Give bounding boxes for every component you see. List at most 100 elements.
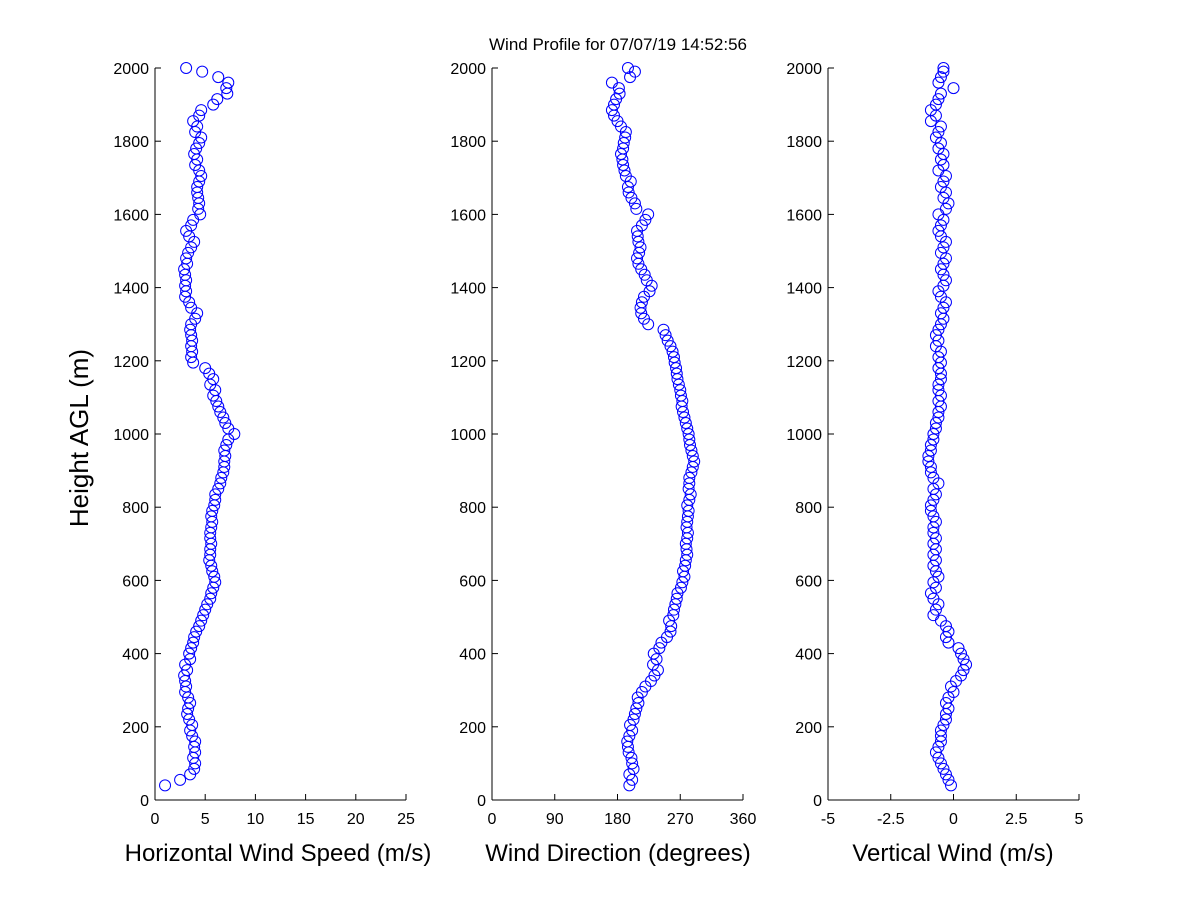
data-point — [184, 697, 197, 710]
data-point — [631, 230, 644, 243]
data-point — [934, 120, 947, 133]
data-point — [929, 581, 942, 594]
data-point — [189, 735, 202, 748]
data-point — [640, 274, 653, 287]
data-point — [212, 71, 225, 84]
data-point — [639, 213, 652, 226]
data-point — [207, 389, 220, 402]
data-point — [939, 202, 952, 215]
data-point — [922, 455, 935, 468]
data-point — [661, 334, 674, 347]
data-point — [934, 180, 947, 193]
data-point — [214, 477, 227, 490]
y-tick-label: 2000 — [450, 61, 486, 78]
data-point — [934, 87, 947, 100]
data-point — [199, 362, 212, 375]
data-point — [955, 647, 968, 660]
data-point — [625, 751, 638, 764]
y-tick-label: 1400 — [113, 281, 149, 298]
y-tick-label: 0 — [813, 793, 822, 810]
y-tick-label: 1200 — [450, 354, 486, 371]
data-point — [932, 76, 945, 89]
data-point — [219, 417, 232, 430]
y-tick-label: 0 — [140, 793, 149, 810]
data-point — [626, 757, 639, 770]
y-tick-label: 200 — [122, 720, 149, 737]
panel-horizontal-wind-speed: 0 200 400 600 800 1000 1200 1400 1600 1800 2000 0 5 1… — [113, 61, 431, 867]
data-point — [632, 697, 645, 710]
data-point — [627, 713, 640, 726]
data-point — [942, 773, 955, 786]
x-tick-label: 5 — [1075, 811, 1084, 828]
y-tick-label: 600 — [795, 573, 822, 590]
data-point — [657, 323, 670, 336]
y-tick-label: 400 — [795, 647, 822, 664]
data-point — [635, 263, 648, 276]
data-point — [190, 625, 203, 638]
data-point — [934, 307, 947, 320]
data-point — [688, 455, 701, 468]
data-point — [630, 202, 643, 215]
y-tick-label: 200 — [459, 720, 486, 737]
data-point — [929, 417, 942, 430]
data-point — [937, 65, 950, 78]
y-tick-label: 1600 — [113, 207, 149, 224]
data-point — [187, 636, 200, 649]
data-point — [206, 565, 219, 578]
data-point — [619, 169, 632, 182]
data-point — [927, 428, 940, 440]
x-tick-label: 270 — [667, 811, 694, 828]
data-point — [628, 707, 641, 720]
y-tick-label: 2000 — [786, 61, 822, 78]
data-point — [924, 444, 937, 457]
data-point — [932, 411, 945, 424]
data-point — [186, 718, 199, 731]
data-point — [957, 653, 970, 666]
data-point — [685, 466, 698, 479]
data-point — [613, 87, 626, 100]
x-tick-label: 180 — [604, 811, 631, 828]
data-point — [628, 65, 641, 78]
data-point — [199, 603, 212, 616]
data-point — [955, 669, 968, 682]
data-point — [159, 779, 172, 792]
data-point — [195, 169, 208, 182]
y-tick-label: 1800 — [113, 134, 149, 151]
data-point — [608, 98, 621, 111]
data-point — [196, 65, 209, 78]
x-tick-label: 0 — [949, 811, 958, 828]
data-point — [937, 762, 950, 775]
x-tick-label: 360 — [730, 811, 757, 828]
y-tick-label: 800 — [795, 500, 822, 517]
data-point — [937, 241, 950, 254]
y-tick-label: 1400 — [786, 281, 822, 298]
data-point — [934, 724, 947, 737]
data-point — [934, 246, 947, 259]
x-tick-label: 0 — [151, 811, 160, 828]
data-point — [929, 532, 942, 545]
data-point — [942, 625, 955, 638]
data-point — [939, 768, 952, 781]
x-tick-label: 25 — [397, 811, 415, 828]
y-tick-label: 1800 — [786, 134, 822, 151]
data-point — [952, 642, 965, 655]
data-point — [650, 653, 663, 666]
data-point — [929, 98, 942, 111]
data-point — [631, 252, 644, 265]
data-point — [939, 274, 952, 287]
y-tick-label: 1200 — [786, 354, 822, 371]
data-point — [932, 93, 945, 106]
data-point — [674, 384, 687, 397]
data-point — [619, 131, 632, 144]
x-tick-label: 2.5 — [1005, 811, 1027, 828]
data-point — [185, 301, 198, 314]
data-point — [217, 411, 230, 424]
data-point — [934, 757, 947, 770]
x-tick-label: 15 — [297, 811, 315, 828]
data-point — [927, 526, 940, 539]
data-point — [682, 428, 695, 440]
x-axis-label: Vertical Wind (m/s) — [852, 840, 1053, 867]
y-tick-label: 1200 — [113, 354, 149, 371]
